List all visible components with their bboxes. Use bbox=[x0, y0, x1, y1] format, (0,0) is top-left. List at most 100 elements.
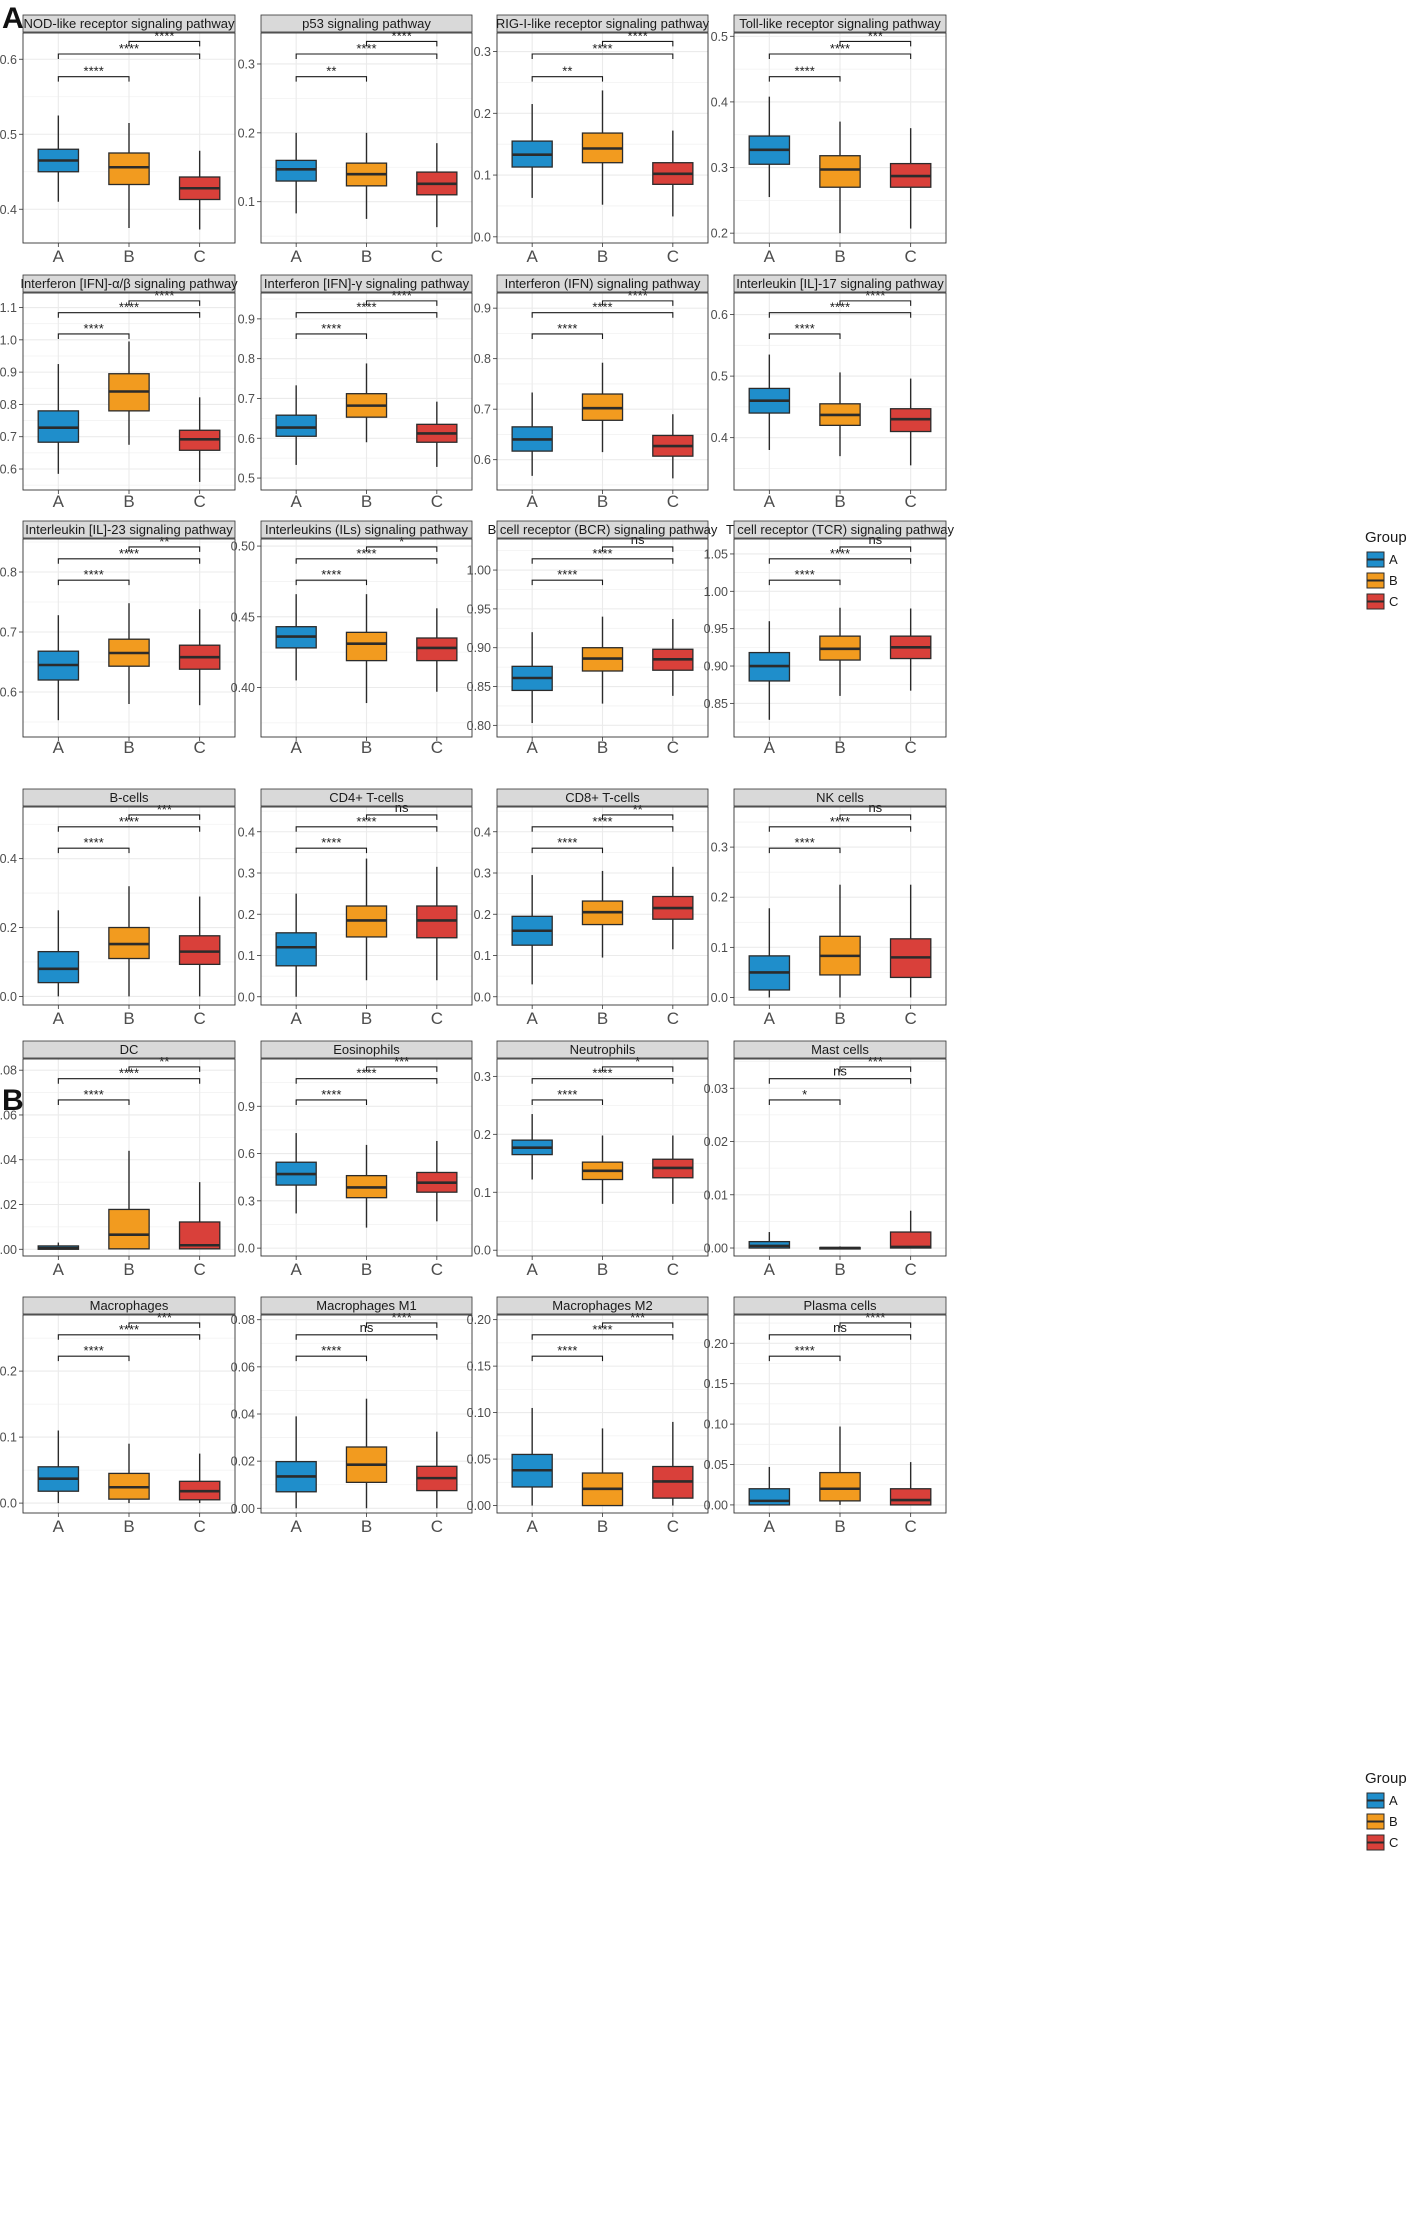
box-body bbox=[416, 637, 458, 662]
box-A bbox=[748, 621, 791, 720]
y-tick-label: 0.03 bbox=[704, 1082, 728, 1096]
y-tick-label: 0.7 bbox=[0, 430, 17, 444]
x-tick-label: B bbox=[834, 738, 845, 757]
x-tick-label: C bbox=[431, 247, 443, 266]
facet-strip bbox=[22, 788, 236, 807]
box-A bbox=[511, 875, 553, 985]
facet-title: NK cells bbox=[816, 790, 864, 805]
significance-label: ** bbox=[633, 802, 643, 817]
facet-title: Interferon (IFN) signaling pathway bbox=[505, 276, 701, 291]
significance-bracket: **** bbox=[365, 288, 438, 306]
box-C bbox=[416, 608, 458, 692]
x-tick-label: C bbox=[667, 247, 679, 266]
bracket-line bbox=[295, 826, 438, 832]
bracket-line bbox=[601, 814, 674, 820]
significance-bracket: **** bbox=[531, 567, 604, 586]
significance-label: **** bbox=[830, 546, 850, 561]
y-tick-label: 0.4 bbox=[0, 852, 17, 866]
x-tick-label: A bbox=[764, 247, 776, 266]
x-tick-label: C bbox=[194, 1517, 206, 1536]
significance-bracket: ** bbox=[128, 1054, 201, 1072]
facet-panel: T cell receptor (TCR) signaling pathway 0… bbox=[704, 520, 955, 757]
bracket-line bbox=[768, 76, 841, 82]
significance-bracket: **** bbox=[295, 321, 368, 339]
x-tick-label: C bbox=[905, 1260, 917, 1279]
facet-strip bbox=[496, 14, 709, 33]
significance-label: **** bbox=[84, 321, 104, 336]
x-tick-label: B bbox=[361, 1260, 372, 1279]
y-tick-label: 0.3 bbox=[238, 867, 255, 881]
x-tick-label: B bbox=[361, 738, 372, 757]
facet-strip bbox=[733, 14, 947, 33]
significance-bracket: **** bbox=[128, 288, 201, 306]
x-tick-label: A bbox=[53, 247, 65, 266]
bracket-line bbox=[128, 1066, 201, 1072]
box-A bbox=[748, 354, 791, 450]
x-tick-label: C bbox=[431, 492, 443, 511]
legend-label: C bbox=[1389, 594, 1398, 609]
bracket-line bbox=[601, 300, 674, 306]
significance-label: **** bbox=[557, 835, 577, 850]
bracket-line bbox=[531, 76, 604, 82]
significance-bracket: *** bbox=[839, 28, 912, 47]
bracket-line bbox=[839, 1322, 912, 1328]
panel-label-a: A bbox=[2, 2, 24, 35]
significance-bracket: **** bbox=[768, 835, 841, 854]
significance-label: **** bbox=[830, 814, 850, 829]
significance-label: *** bbox=[868, 1054, 883, 1069]
y-tick-label: 0.02 bbox=[704, 1135, 728, 1149]
y-tick-label: 0.8 bbox=[474, 352, 491, 366]
bracket-line bbox=[57, 826, 201, 832]
x-tick-label: B bbox=[123, 1517, 134, 1536]
bracket-line bbox=[531, 1078, 674, 1084]
facet-strip bbox=[496, 274, 709, 293]
x-tick-label: B bbox=[123, 492, 134, 511]
y-tick-label: 0.04 bbox=[231, 1408, 255, 1422]
bracket-line bbox=[768, 558, 912, 564]
significance-bracket: **** bbox=[57, 1087, 130, 1105]
significance-bracket: **** bbox=[57, 1322, 201, 1340]
box-B bbox=[581, 870, 624, 958]
y-tick-label: 0.3 bbox=[238, 1194, 255, 1208]
bracket-line bbox=[128, 814, 201, 820]
significance-bracket: ** bbox=[531, 64, 604, 82]
facet-panel: Interferon (IFN) signaling pathway 0.6 0.7… bbox=[474, 274, 709, 511]
facet-title: DC bbox=[120, 1042, 139, 1057]
significance-label: **** bbox=[84, 64, 104, 79]
bracket-line bbox=[295, 1334, 438, 1340]
significance-label: **** bbox=[119, 1066, 139, 1081]
bracket-line bbox=[365, 300, 438, 306]
x-tick-label: A bbox=[526, 1260, 538, 1279]
bracket-line bbox=[365, 40, 438, 47]
facet-title: Interferon [IFN]-α/β signaling pathway bbox=[20, 276, 238, 291]
x-tick-label: C bbox=[905, 247, 917, 266]
bracket-line bbox=[839, 1066, 912, 1072]
box-C bbox=[178, 150, 221, 230]
facet-panel: Interleukin [IL]-17 signaling pathway 0.4… bbox=[711, 274, 947, 511]
y-tick-label: 1.00 bbox=[467, 564, 491, 578]
y-tick-label: 0.0 bbox=[474, 230, 491, 244]
box-B bbox=[345, 363, 388, 443]
box-A bbox=[37, 1242, 80, 1250]
bracket-line bbox=[839, 814, 912, 820]
x-tick-label: A bbox=[764, 1009, 776, 1028]
facet-strip bbox=[22, 1040, 236, 1059]
legend-label: B bbox=[1389, 573, 1398, 588]
x-tick-label: A bbox=[526, 738, 538, 757]
x-tick-label: A bbox=[764, 492, 776, 511]
box-A bbox=[511, 104, 553, 198]
significance-label: **** bbox=[84, 567, 104, 582]
significance-bracket: **** bbox=[295, 1066, 438, 1084]
facet-strip bbox=[260, 14, 473, 33]
y-tick-label: 0.4 bbox=[711, 95, 728, 109]
box-A bbox=[275, 893, 317, 997]
significance-bracket: **** bbox=[295, 41, 438, 59]
significance-bracket: **** bbox=[768, 1343, 841, 1362]
box-C bbox=[652, 414, 694, 479]
facet-strip bbox=[733, 520, 947, 539]
significance-bracket: * bbox=[365, 534, 438, 552]
significance-bracket: **** bbox=[295, 546, 438, 564]
y-tick-label: 0.5 bbox=[711, 30, 728, 44]
